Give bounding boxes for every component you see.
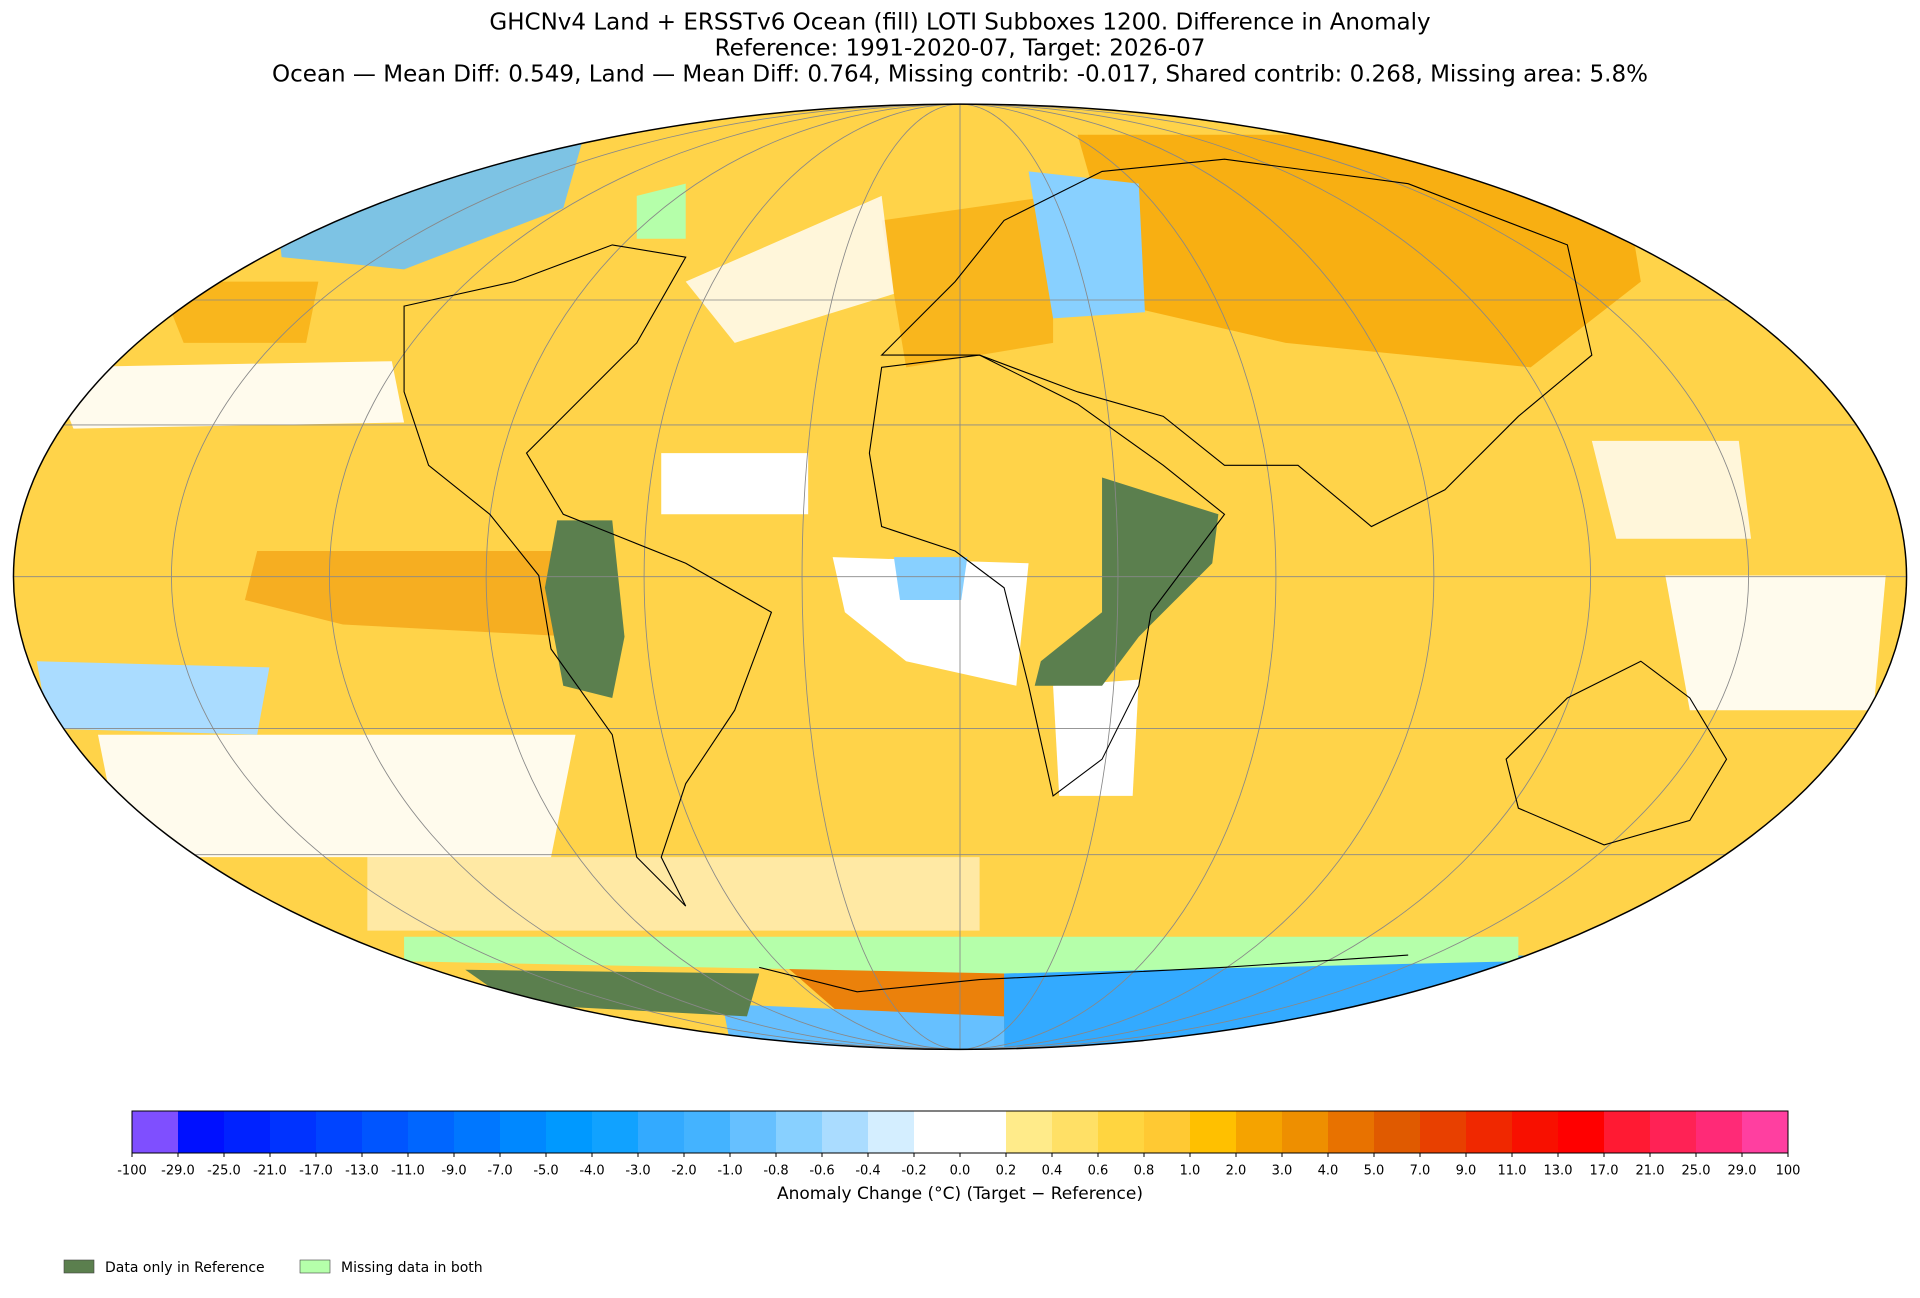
colorbar-segment [178,1111,225,1153]
colorbar-segment [1466,1111,1513,1153]
legend: Data only in Reference Missing data in bo… [63,1259,483,1276]
colorbar-tick-label: -0.4 [855,1164,880,1179]
colorbar-tick-label: -0.2 [901,1164,926,1179]
colorbar-segment [1328,1111,1375,1153]
colorbar-tick-label: 29.0 [1728,1164,1757,1179]
colorbar-segment [1558,1111,1605,1153]
colorbar-tick-label: -17.0 [299,1164,333,1179]
colorbar-segment [1098,1111,1145,1153]
stats-line: Ocean — Mean Diff: 0.549, Land — Mean Di… [272,62,1648,88]
legend-swatch [299,1259,331,1274]
subtitle: Reference: 1991-2020-07, Target: 2026-07 [715,36,1206,62]
colorbar-tick-label: 11.0 [1498,1164,1527,1179]
colorbar-segment [1420,1111,1467,1153]
colorbar-segment [1650,1111,1697,1153]
colorbar-segment [638,1111,685,1153]
colorbar-segment [408,1111,455,1153]
colorbar-tick-label: -4.0 [579,1164,604,1179]
colorbar-tick-label: -13.0 [345,1164,379,1179]
colorbar-tick-label: -25.0 [207,1164,241,1179]
colorbar-tick-label: -2.0 [671,1164,696,1179]
colorbar-segment [132,1111,179,1153]
colorbar-segment [500,1111,547,1153]
colorbar-tick-label: 3.0 [1272,1164,1293,1179]
colorbar-tick-label: -0.6 [809,1164,834,1179]
colorbar-tick-label: 7.0 [1410,1164,1431,1179]
legend-label: Data only in Reference [105,1260,265,1276]
colorbar-segment [1282,1111,1329,1153]
colorbar-tick-label: 0.4 [1042,1164,1063,1179]
colorbar-segment [1190,1111,1237,1153]
colorbar-tick-label: -5.0 [533,1164,558,1179]
legend-label: Missing data in both [341,1260,483,1276]
colorbar-segment [776,1111,823,1153]
colorbar-segment [546,1111,593,1153]
colorbar-tick-label: 0.0 [950,1164,971,1179]
colorbar-tick-label: -0.8 [763,1164,788,1179]
colorbar-tick-label: 0.2 [996,1164,1017,1179]
colorbar-segment [960,1111,1007,1153]
colorbar-segment [684,1111,731,1153]
colorbar-segment [224,1111,271,1153]
colorbar-tick-label: -100 [117,1164,147,1179]
colorbar-segment [1696,1111,1743,1153]
coastlines [403,158,1728,993]
colorbar-segment [1236,1111,1283,1153]
colorbar-tick-label: 2.0 [1226,1164,1247,1179]
legend-swatch [63,1259,95,1274]
colorbar-tick-label: 0.8 [1134,1164,1155,1179]
title: GHCNv4 Land + ERSSTv6 Ocean (fill) LOTI … [489,10,1430,36]
colorbar-tick-label: -9.0 [441,1164,466,1179]
colorbar-segment [914,1111,961,1153]
colorbar-tick-label: -3.0 [625,1164,650,1179]
colorbar-segment [1512,1111,1559,1153]
colorbar-segment [868,1111,915,1153]
colorbar-segment [1052,1111,1099,1153]
colorbar-segment [454,1111,501,1153]
colorbar-tick-label: -11.0 [391,1164,425,1179]
colorbar-segment [822,1111,869,1153]
map [12,103,1908,1051]
colorbar-segment [1604,1111,1651,1153]
colorbar-tick-label: 17.0 [1590,1164,1619,1179]
colorbar-segment [592,1111,639,1153]
colorbar-tick-label: 13.0 [1544,1164,1573,1179]
colorbar-label: Anomaly Change (°C) (Target − Reference) [777,1184,1143,1204]
graticule [13,104,1907,1050]
colorbar-segment [1006,1111,1053,1153]
colorbar-tick-label: -29.0 [161,1164,195,1179]
colorbar-segment [316,1111,363,1153]
map-field [13,104,1907,1050]
colorbar: -100 -29.0 -25.0 -21.0 -17.0 -13.0 -11.0 -9.0 -7… [117,1110,1801,1179]
colorbar-segment [270,1111,317,1153]
colorbar-tick-label: 0.6 [1088,1164,1109,1179]
colorbar-tick-label: 100 [1776,1164,1801,1179]
colorbar-segment [1374,1111,1421,1153]
colorbar-tick-label: 1.0 [1180,1164,1201,1179]
colorbar-segment [362,1111,409,1153]
colorbar-tick-label: 4.0 [1318,1164,1339,1179]
colorbar-segment [1144,1111,1191,1153]
colorbar-tick-label: -7.0 [487,1164,512,1179]
colorbar-tick-label: 21.0 [1636,1164,1665,1179]
colorbar-tick-label: 5.0 [1364,1164,1385,1179]
colorbar-tick-label: 9.0 [1456,1164,1477,1179]
colorbar-tick-label: -1.0 [717,1164,742,1179]
colorbar-segment [1742,1111,1789,1153]
colorbar-segment [730,1111,777,1153]
colorbar-tick-label: -21.0 [253,1164,287,1179]
colorbar-tick-label: 25.0 [1682,1164,1711,1179]
